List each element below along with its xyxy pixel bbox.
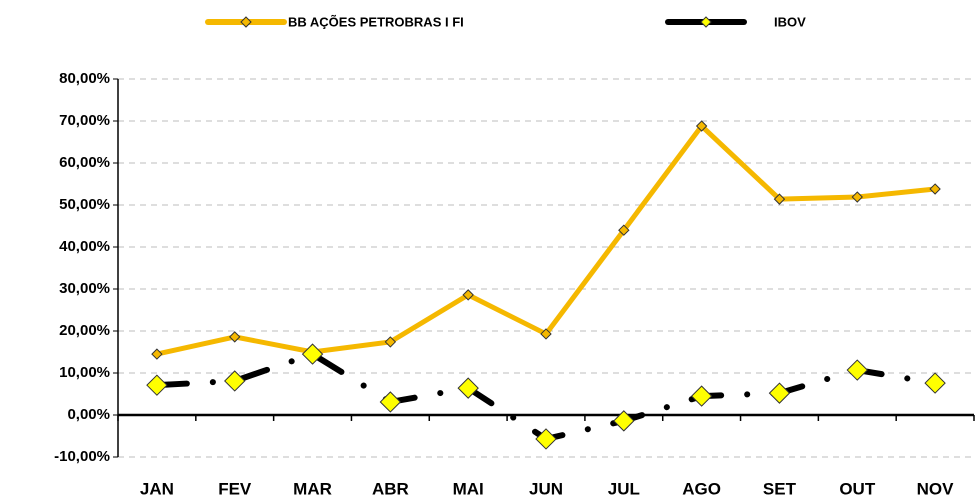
marker (768, 382, 791, 404)
y-tick-label: 0,00% (67, 406, 110, 423)
y-tick-label: 70,00% (59, 112, 110, 129)
series-line (154, 123, 938, 357)
y-tick-label: 80,00% (59, 70, 110, 87)
marker (301, 343, 324, 365)
y-tick-label: 50,00% (59, 196, 110, 213)
y-tick-label: 30,00% (59, 280, 110, 297)
marker (379, 391, 402, 413)
marker (613, 410, 635, 432)
x-tick-label: FEV (218, 479, 252, 498)
x-tick-label: OUT (839, 479, 876, 498)
marker (462, 289, 474, 301)
x-tick-label: MAR (293, 479, 332, 498)
marker (851, 191, 863, 203)
marker (229, 331, 241, 343)
series-line (153, 351, 939, 442)
x-tick-label: JUN (529, 479, 563, 498)
legend-label: IBOV (774, 14, 806, 29)
marker (535, 428, 557, 450)
marker (924, 372, 946, 394)
x-tick-label: JUL (608, 479, 640, 498)
x-tick-label: JAN (140, 479, 174, 498)
legend-label: BB AÇÕES PETROBRAS I FI (288, 14, 464, 29)
marker (151, 348, 163, 360)
legend-marker (240, 16, 252, 28)
marker (690, 385, 713, 407)
x-tick-label: NOV (917, 479, 955, 498)
marker (695, 120, 708, 132)
marker (846, 359, 868, 381)
marker (457, 377, 479, 399)
x-tick-label: ABR (372, 479, 409, 498)
marker (384, 336, 397, 348)
y-tick-label: 40,00% (59, 238, 110, 255)
marker (146, 374, 168, 396)
marker (540, 328, 552, 340)
x-tick-label: SET (763, 479, 797, 498)
y-tick-label: 20,00% (59, 322, 110, 339)
y-tick-label: 10,00% (59, 364, 110, 381)
marker (618, 224, 630, 236)
legend-marker (700, 16, 712, 28)
x-tick-label: AGO (682, 479, 721, 498)
x-tick-label: MAI (453, 479, 484, 498)
marker (929, 183, 941, 195)
marker (773, 193, 786, 205)
marker (224, 370, 246, 392)
y-tick-label: 60,00% (59, 154, 110, 171)
y-tick-label: -10,00% (54, 448, 110, 465)
